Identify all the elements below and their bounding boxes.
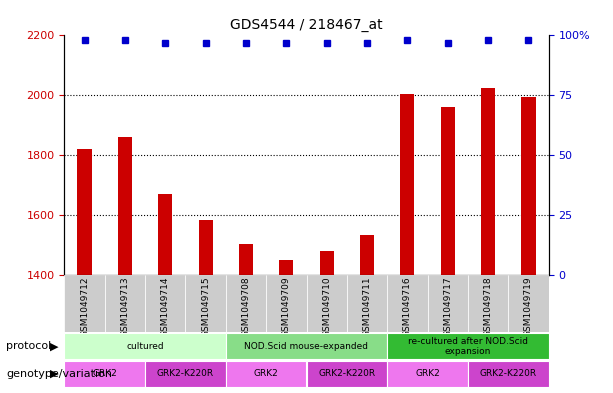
Bar bbox=[427, 275, 468, 332]
Bar bbox=[347, 275, 387, 332]
Bar bbox=[266, 275, 306, 332]
Bar bbox=[239, 244, 253, 275]
Bar bbox=[226, 361, 306, 387]
Bar bbox=[226, 275, 266, 332]
Text: NOD.Scid mouse-expanded: NOD.Scid mouse-expanded bbox=[245, 342, 368, 351]
Text: GSM1049708: GSM1049708 bbox=[242, 277, 251, 338]
Bar bbox=[64, 361, 145, 387]
Bar bbox=[400, 94, 414, 275]
Bar bbox=[468, 275, 508, 332]
Bar bbox=[64, 275, 105, 332]
Title: GDS4544 / 218467_at: GDS4544 / 218467_at bbox=[230, 18, 383, 31]
Bar bbox=[118, 137, 132, 275]
Text: GRK2-K220R: GRK2-K220R bbox=[480, 369, 537, 378]
Bar bbox=[387, 275, 428, 332]
Bar bbox=[306, 275, 347, 332]
Bar bbox=[387, 333, 549, 359]
Text: ▶: ▶ bbox=[50, 369, 58, 379]
Text: GSM1049713: GSM1049713 bbox=[120, 277, 129, 338]
Bar bbox=[64, 333, 226, 359]
Text: GSM1049717: GSM1049717 bbox=[443, 277, 452, 338]
Text: GSM1049715: GSM1049715 bbox=[201, 277, 210, 338]
Bar bbox=[158, 194, 172, 275]
Text: GSM1049709: GSM1049709 bbox=[282, 277, 291, 338]
Text: GSM1049711: GSM1049711 bbox=[362, 277, 371, 338]
Text: GRK2-K220R: GRK2-K220R bbox=[318, 369, 375, 378]
Bar bbox=[522, 97, 536, 275]
Text: protocol: protocol bbox=[6, 341, 51, 351]
Bar bbox=[105, 275, 145, 332]
Bar bbox=[306, 361, 387, 387]
Bar bbox=[185, 275, 226, 332]
Bar bbox=[199, 220, 213, 275]
Text: GSM1049718: GSM1049718 bbox=[484, 277, 493, 338]
Text: re-cultured after NOD.Scid
expansion: re-cultured after NOD.Scid expansion bbox=[408, 336, 528, 356]
Text: genotype/variation: genotype/variation bbox=[6, 369, 112, 379]
Bar bbox=[360, 235, 374, 275]
Bar bbox=[145, 361, 226, 387]
Bar bbox=[280, 260, 294, 275]
Text: ▶: ▶ bbox=[50, 341, 58, 351]
Bar bbox=[508, 275, 549, 332]
Bar bbox=[468, 361, 549, 387]
Text: GSM1049716: GSM1049716 bbox=[403, 277, 412, 338]
Bar bbox=[319, 251, 333, 275]
Text: GRK2: GRK2 bbox=[415, 369, 440, 378]
Bar bbox=[77, 149, 91, 275]
Bar bbox=[387, 361, 468, 387]
Text: GSM1049714: GSM1049714 bbox=[161, 277, 170, 337]
Text: cultured: cultured bbox=[126, 342, 164, 351]
Text: GSM1049719: GSM1049719 bbox=[524, 277, 533, 338]
Bar bbox=[441, 107, 455, 275]
Bar bbox=[145, 275, 185, 332]
Bar bbox=[226, 333, 387, 359]
Text: GSM1049710: GSM1049710 bbox=[322, 277, 331, 338]
Text: GRK2: GRK2 bbox=[93, 369, 117, 378]
Text: GSM1049712: GSM1049712 bbox=[80, 277, 89, 337]
Text: GRK2: GRK2 bbox=[254, 369, 278, 378]
Text: GRK2-K220R: GRK2-K220R bbox=[157, 369, 214, 378]
Bar bbox=[481, 88, 495, 275]
